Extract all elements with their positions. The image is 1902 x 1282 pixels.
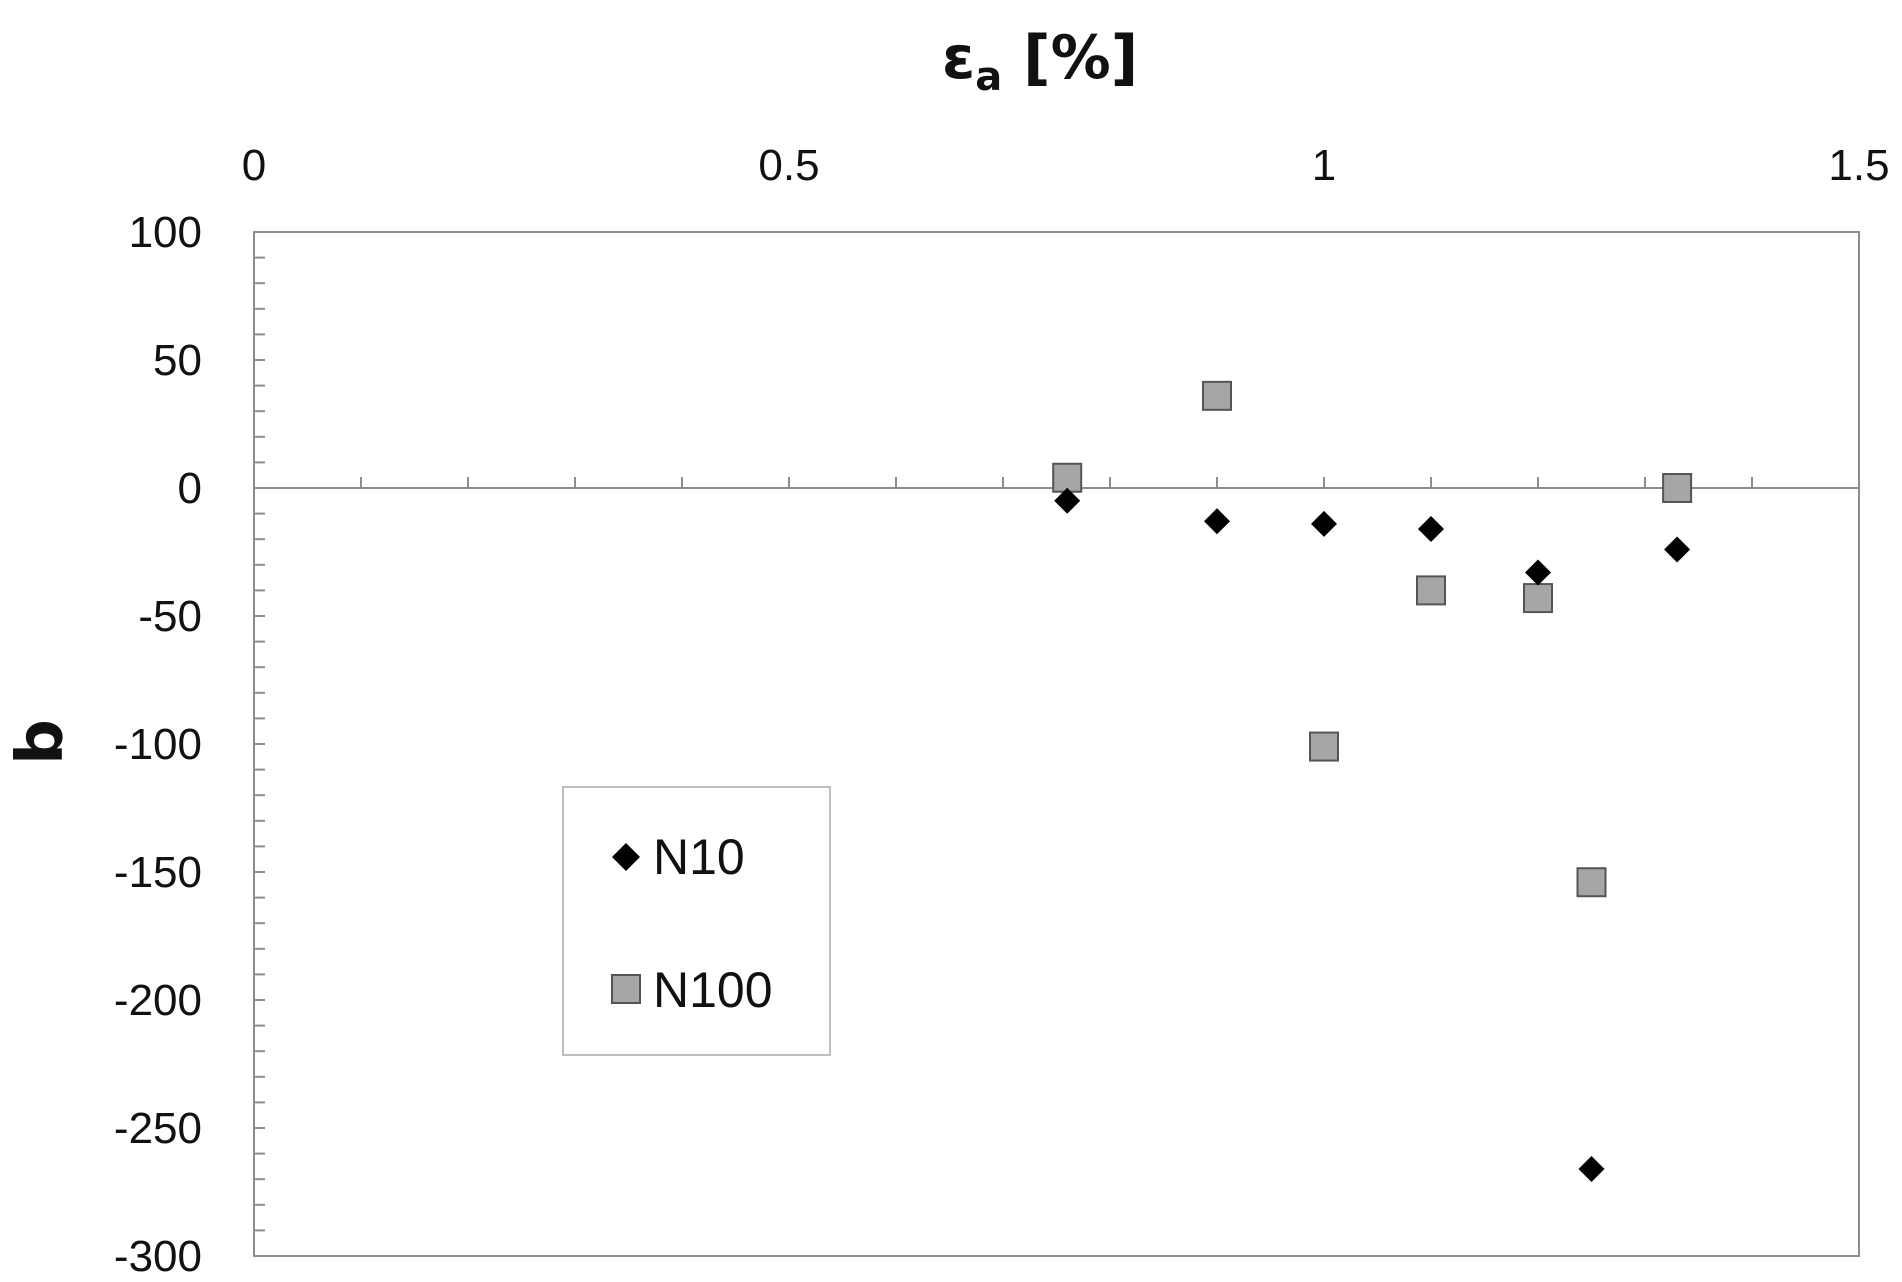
y-tick-label: -100 [114,720,202,769]
y-tick-label: -300 [114,1232,202,1281]
y-axis-minor-ticks [254,231,265,1257]
marker-n100 [1523,583,1553,614]
marker-n100 [1576,867,1607,898]
plot-area-frame [253,231,1860,1257]
marker-n100 [1052,462,1083,493]
marker-n10 [1578,1155,1605,1182]
legend-marker-n100 [611,974,641,1004]
marker-n10 [1311,510,1337,537]
y-tick-label: -200 [114,976,202,1025]
marker-n100 [1309,731,1339,762]
x-tick-label: 0 [242,141,266,190]
y-axis-title: b [4,719,78,765]
marker-n10 [1418,515,1444,542]
marker-n100 [1662,473,1693,503]
x-tick-labels: 0 0.5 1 1.5 [242,141,1890,190]
legend-label-n10: N10 [653,829,745,885]
marker-n10 [1204,508,1230,535]
y-tick-label: 50 [153,336,202,385]
x-tick-label: 0.5 [758,141,819,190]
series-layer [1052,380,1693,1182]
y-tick-label: -150 [114,848,202,897]
legend-box [562,786,831,1056]
x-tick-label: 1 [1312,141,1336,190]
marker-n10 [1664,536,1691,563]
x-axis-title-suffix: [%] [1002,23,1138,93]
x-tick-label: 1.5 [1828,141,1889,190]
marker-n10 [1054,487,1081,514]
marker-n10 [1525,559,1551,586]
y-tick-label: -250 [114,1104,202,1153]
legend-marker-n10 [612,843,640,871]
y-tick-label: 100 [129,208,202,257]
x-axis-title-main: ε [942,23,975,93]
x-axis-title-subscript: a [975,54,1002,100]
y-tick-label: 0 [178,464,202,513]
legend-label-n100: N100 [653,962,773,1018]
marker-n100 [1416,575,1446,606]
marker-n100 [1202,380,1232,411]
x-axis-title: εa [%] [942,23,1138,100]
y-tick-label: -50 [138,592,202,641]
y-tick-labels: 100 50 0 -50 -100 -150 -200 -250 -300 [114,208,202,1281]
legend: N10 N100 [562,786,831,1056]
